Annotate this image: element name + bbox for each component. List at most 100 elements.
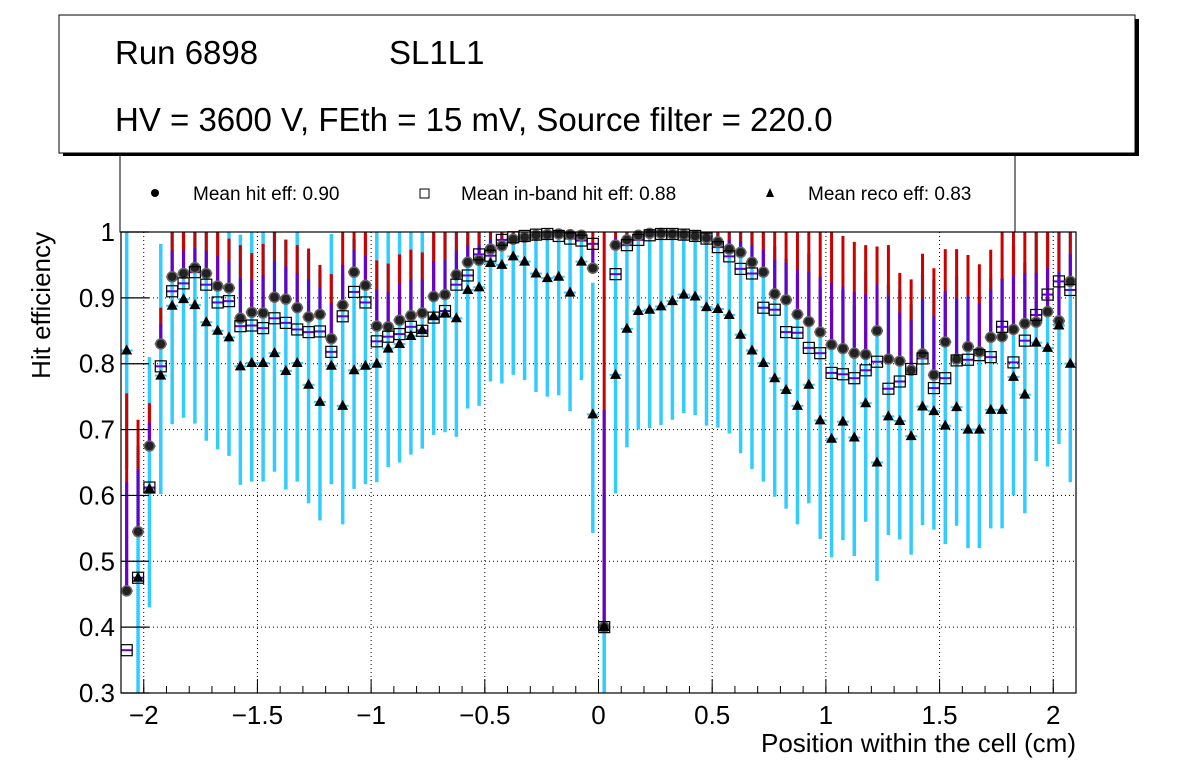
hit-marker bbox=[302, 311, 315, 323]
inband-marker bbox=[1030, 308, 1043, 322]
reco-marker bbox=[757, 357, 769, 368]
x-tick-label: 2 bbox=[1046, 700, 1060, 730]
x-tick-label: 0 bbox=[591, 700, 605, 730]
hit-marker bbox=[791, 308, 804, 321]
x-tick-label: −0.5 bbox=[459, 700, 510, 730]
title-box: Run 6898 SL1L1 HV = 3600 V, FEth = 15 mV… bbox=[58, 14, 1139, 156]
reco-marker bbox=[519, 255, 531, 266]
y-tick-label: 1 bbox=[101, 217, 115, 247]
reco-marker bbox=[268, 347, 280, 358]
hit-marker bbox=[177, 267, 190, 280]
reco-marker bbox=[860, 397, 872, 408]
reco-marker bbox=[337, 399, 349, 410]
inband-marker bbox=[1007, 356, 1020, 369]
reco-marker bbox=[507, 250, 519, 261]
hit-marker bbox=[746, 256, 758, 269]
hit-marker bbox=[348, 266, 360, 278]
title-box-frame bbox=[58, 14, 1136, 154]
reco-marker bbox=[1042, 341, 1054, 352]
reco-marker bbox=[553, 270, 565, 281]
legend-box bbox=[119, 149, 1016, 233]
reco-marker bbox=[394, 337, 406, 348]
hit-marker bbox=[314, 308, 326, 321]
inband-marker bbox=[257, 322, 270, 335]
legend: Mean hit eff: 0.90 Mean in-band hit eff:… bbox=[151, 184, 971, 205]
hit-marker bbox=[973, 346, 986, 358]
hit-marker bbox=[200, 267, 213, 280]
x-tick-labels: −2 −1.5 −1 −0.5 0 0.5 1 1.5 2 bbox=[129, 700, 1061, 730]
hit-marker bbox=[393, 314, 406, 326]
reco-marker bbox=[871, 456, 883, 467]
hit-marker bbox=[155, 338, 167, 350]
inband-marker bbox=[166, 285, 179, 298]
reco-marker bbox=[780, 384, 792, 395]
inband-marker bbox=[791, 326, 804, 339]
reco-marker bbox=[666, 295, 678, 306]
hit-marker bbox=[780, 294, 792, 306]
inband-marker bbox=[905, 362, 918, 376]
reco-marker bbox=[166, 299, 178, 310]
reco-marker bbox=[587, 408, 599, 419]
hit-marker bbox=[939, 336, 952, 348]
reco-marker bbox=[189, 299, 201, 310]
inband-marker bbox=[336, 310, 349, 323]
hit-marker bbox=[1041, 305, 1054, 318]
reco-marker bbox=[848, 431, 860, 442]
reco-marker bbox=[917, 400, 929, 411]
hit-marker bbox=[257, 307, 269, 319]
reco-marker bbox=[701, 301, 713, 312]
hit-marker bbox=[984, 331, 997, 344]
inband-marker bbox=[939, 372, 952, 385]
reco-marker bbox=[894, 415, 906, 426]
reco-marker bbox=[746, 344, 758, 355]
hit-marker bbox=[416, 307, 429, 319]
reco-marker bbox=[1007, 370, 1019, 381]
hit-marker bbox=[666, 228, 679, 240]
inband-marker bbox=[984, 351, 997, 364]
reco-marker bbox=[939, 419, 951, 430]
hit-marker bbox=[541, 228, 554, 241]
hit-marker bbox=[132, 525, 144, 538]
reco-marker bbox=[610, 368, 622, 379]
legend-item-hit: Mean hit eff: 0.90 bbox=[151, 184, 339, 205]
hit-marker bbox=[462, 256, 474, 269]
reco-marker bbox=[973, 423, 985, 434]
hit-marker bbox=[928, 369, 940, 381]
hit-marker bbox=[1030, 316, 1042, 328]
hit-marker bbox=[211, 280, 224, 292]
reco-marker bbox=[735, 328, 747, 339]
inband-marker bbox=[325, 345, 338, 358]
hit-marker bbox=[1007, 323, 1020, 336]
inband-marker bbox=[745, 267, 759, 280]
reco-marker bbox=[769, 372, 781, 383]
reco-marker bbox=[155, 369, 167, 380]
reco-marker bbox=[291, 357, 303, 368]
inband-marker bbox=[723, 250, 736, 263]
reco-marker bbox=[325, 359, 337, 370]
reco-marker bbox=[223, 331, 235, 342]
reco-marker bbox=[791, 399, 803, 410]
reco-marker bbox=[371, 357, 383, 368]
inband-marker bbox=[848, 372, 861, 385]
hit-marker bbox=[803, 315, 815, 328]
hit-marker bbox=[894, 355, 906, 367]
inband-marker bbox=[1018, 334, 1031, 347]
hit-marker bbox=[950, 353, 963, 365]
hit-marker bbox=[518, 231, 531, 244]
inband-marker bbox=[609, 268, 622, 281]
reco-marker bbox=[212, 324, 224, 335]
filled-circle-icon bbox=[151, 189, 159, 197]
y-tick-label: 0.8 bbox=[79, 349, 115, 379]
inband-marker bbox=[200, 278, 213, 291]
reco-marker bbox=[428, 310, 440, 321]
reco-marker bbox=[348, 364, 360, 375]
hit-marker bbox=[280, 293, 292, 305]
hit-marker bbox=[245, 306, 258, 319]
hit-marker bbox=[609, 239, 622, 251]
reco-marker bbox=[632, 305, 644, 316]
reco-marker bbox=[303, 378, 315, 389]
conditions-label: HV = 3600 V, FEth = 15 mV, Source filter… bbox=[115, 101, 833, 138]
reco-marker bbox=[644, 303, 656, 314]
hit-marker bbox=[700, 232, 713, 244]
